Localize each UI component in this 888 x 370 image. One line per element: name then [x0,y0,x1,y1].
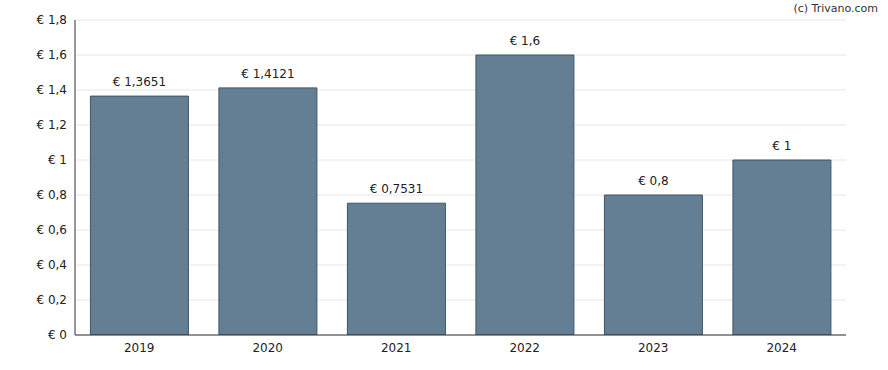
svg-text:€ 0,6: € 0,6 [36,223,67,237]
svg-text:€ 1,4121: € 1,4121 [241,67,294,81]
svg-text:€ 1,3651: € 1,3651 [113,75,166,89]
svg-text:€ 1: € 1 [772,139,791,153]
svg-text:€ 0,4: € 0,4 [36,258,67,272]
svg-text:€ 0,2: € 0,2 [36,293,67,307]
svg-text:2021: 2021 [381,341,412,355]
svg-text:€ 1,2: € 1,2 [36,118,67,132]
svg-text:€ 1: € 1 [48,153,67,167]
svg-text:€ 1,8: € 1,8 [36,13,67,27]
svg-text:2022: 2022 [509,341,540,355]
svg-text:€ 1,6: € 1,6 [510,34,541,48]
svg-text:€ 1,4: € 1,4 [36,83,67,97]
svg-text:€ 0,7531: € 0,7531 [370,182,423,196]
svg-text:2023: 2023 [638,341,669,355]
svg-text:€ 1,6: € 1,6 [36,48,67,62]
svg-text:€ 0: € 0 [48,328,67,342]
svg-text:2019: 2019 [124,341,155,355]
html-text:(c) Trivano.com: (c) Trivano.com [793,2,878,15]
svg-text:2020: 2020 [252,341,283,355]
svg-text:2024: 2024 [766,341,797,355]
svg-text:€ 0,8: € 0,8 [638,174,669,188]
svg-text:€ 0,8: € 0,8 [36,188,67,202]
